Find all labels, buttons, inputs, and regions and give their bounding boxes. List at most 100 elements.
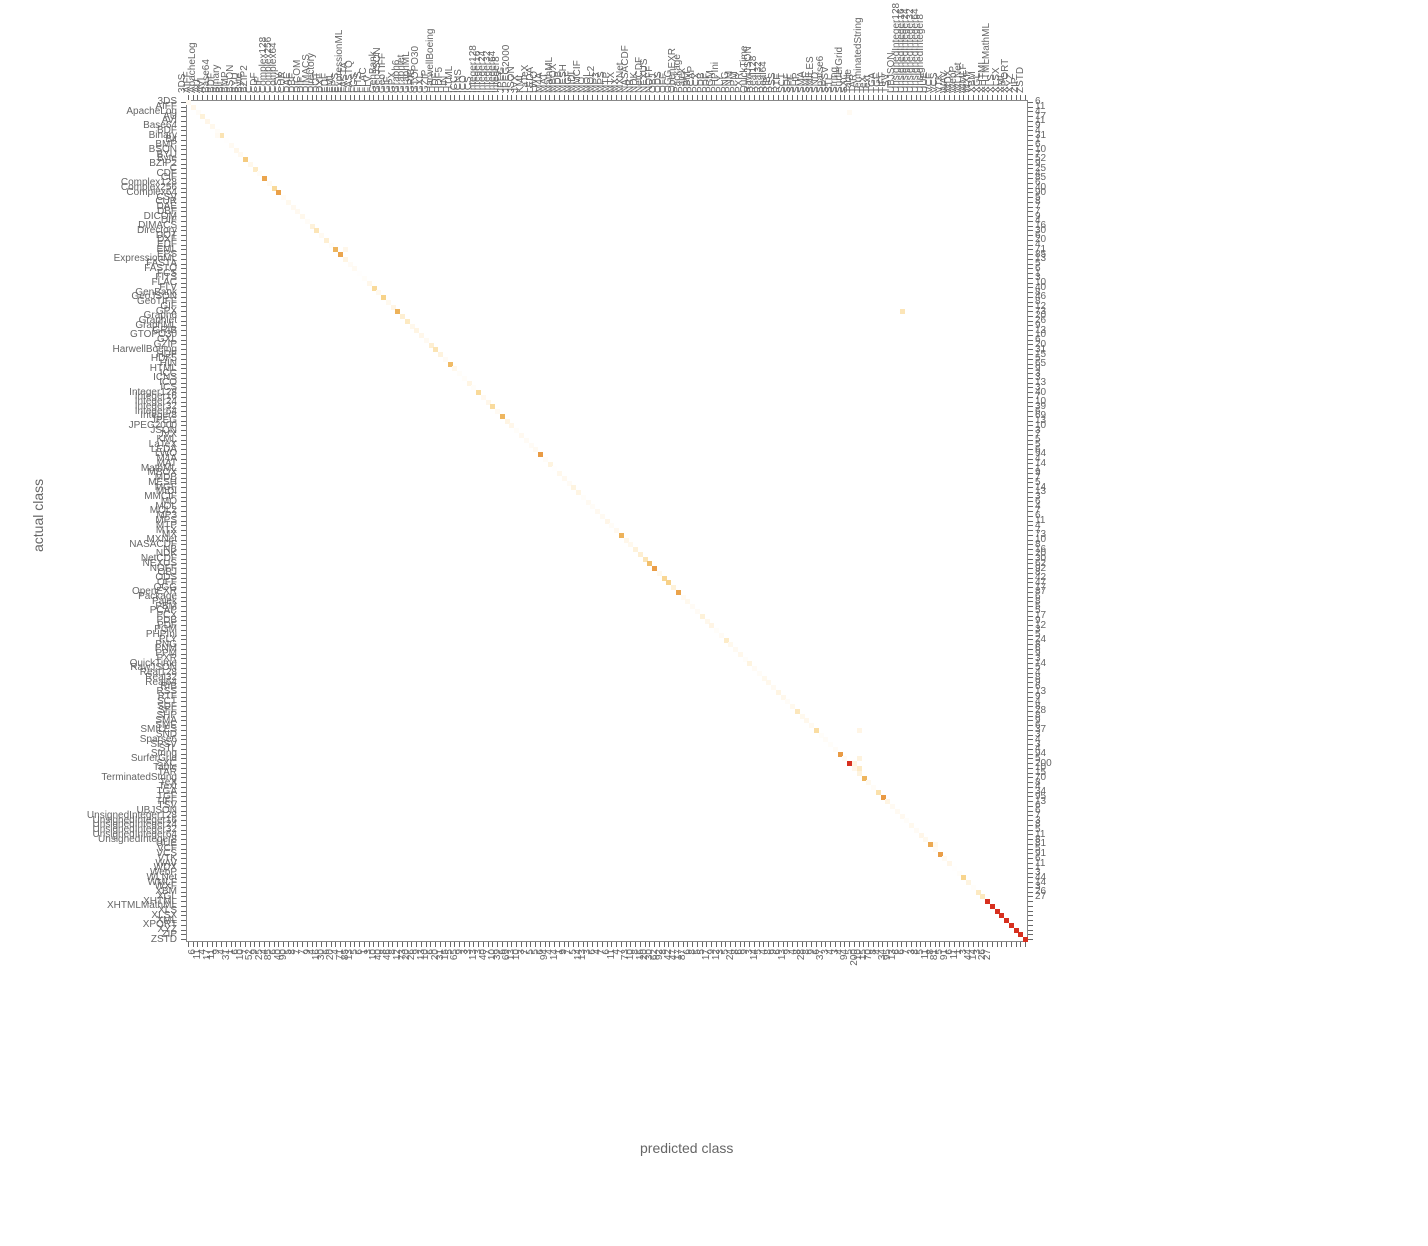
x-tick-bottom	[692, 942, 693, 947]
y-tick-right	[1028, 197, 1033, 198]
y-tick-label-right: 27	[1035, 892, 1046, 902]
x-tick-bottom	[768, 942, 769, 947]
y-tick-left	[181, 126, 186, 127]
y-tick-right	[1028, 639, 1033, 640]
y-tick-right	[1028, 663, 1033, 664]
heatmap-cell-offdiag	[857, 728, 862, 733]
x-tick-top	[721, 95, 722, 100]
x-tick-bottom	[668, 942, 669, 947]
y-tick-left	[181, 406, 186, 407]
y-tick-left	[181, 801, 186, 802]
y-tick-right	[1028, 311, 1033, 312]
x-tick-bottom	[626, 942, 627, 947]
x-tick-bottom	[868, 942, 869, 947]
x-tick-top	[678, 95, 679, 100]
x-tick-bottom	[364, 942, 365, 947]
x-tick-top	[392, 95, 393, 100]
y-tick-left	[181, 730, 186, 731]
y-tick-right	[1028, 625, 1033, 626]
y-tick-right	[1028, 459, 1033, 460]
y-tick-left	[181, 492, 186, 493]
x-tick-bottom	[911, 942, 912, 947]
y-tick-left	[181, 402, 186, 403]
y-tick-left	[181, 635, 186, 636]
x-tick-bottom	[744, 942, 745, 947]
y-tick-right	[1028, 207, 1033, 208]
x-tick-top	[521, 95, 522, 100]
y-tick-left	[181, 697, 186, 698]
y-tick-right	[1028, 758, 1033, 759]
x-tick-bottom	[464, 942, 465, 947]
x-tick-top	[411, 95, 412, 100]
x-tick-top	[245, 95, 246, 100]
x-tick-top	[607, 95, 608, 100]
x-tick-top	[854, 95, 855, 100]
y-tick-left	[181, 787, 186, 788]
y-tick-right	[1028, 796, 1033, 797]
y-tick-left	[181, 116, 186, 117]
x-tick-top	[507, 95, 508, 100]
x-tick-bottom	[511, 942, 512, 947]
x-tick-bottom	[411, 942, 412, 947]
x-tick-bottom	[978, 942, 979, 947]
x-tick-top	[930, 95, 931, 100]
y-tick-left	[181, 525, 186, 526]
x-tick-top	[616, 95, 617, 100]
y-tick-left	[181, 601, 186, 602]
y-tick-left	[181, 563, 186, 564]
x-tick-bottom	[573, 942, 574, 947]
y-tick-left	[181, 511, 186, 512]
y-tick-left	[181, 364, 186, 365]
x-tick-bottom	[901, 942, 902, 947]
y-tick-right	[1028, 368, 1033, 369]
y-tick-left	[181, 145, 186, 146]
y-tick-left	[181, 768, 186, 769]
y-tick-left	[181, 240, 186, 241]
x-tick-top	[488, 95, 489, 100]
x-tick-top	[250, 95, 251, 100]
x-tick-bottom	[821, 942, 822, 947]
y-tick-left	[181, 230, 186, 231]
y-tick-right	[1028, 782, 1033, 783]
y-tick-left	[181, 192, 186, 193]
x-tick-top	[340, 95, 341, 100]
y-tick-left	[181, 330, 186, 331]
x-tick-bottom	[369, 942, 370, 947]
y-tick-left	[181, 506, 186, 507]
y-tick-left	[181, 639, 186, 640]
x-tick-bottom	[997, 942, 998, 947]
y-tick-right	[1028, 815, 1033, 816]
x-tick-top	[331, 95, 332, 100]
x-tick-bottom	[250, 942, 251, 947]
y-tick-right	[1028, 154, 1033, 155]
x-tick-top	[316, 95, 317, 100]
x-tick-top	[378, 95, 379, 100]
y-tick-right	[1028, 573, 1033, 574]
y-tick-left	[181, 135, 186, 136]
x-tick-bottom	[326, 942, 327, 947]
x-tick-top	[763, 95, 764, 100]
x-tick-top	[649, 95, 650, 100]
x-tick-top	[920, 95, 921, 100]
x-tick-bottom	[212, 942, 213, 947]
x-tick-bottom	[787, 942, 788, 947]
x-tick-top	[516, 95, 517, 100]
x-tick-bottom	[259, 942, 260, 947]
y-tick-left	[181, 844, 186, 845]
x-tick-top	[535, 95, 536, 100]
y-tick-left	[181, 796, 186, 797]
x-tick-bottom	[616, 942, 617, 947]
x-tick-bottom	[706, 942, 707, 947]
y-tick-left	[181, 325, 186, 326]
y-tick-right	[1028, 697, 1033, 698]
x-tick-bottom	[659, 942, 660, 947]
x-tick-bottom	[716, 942, 717, 947]
x-tick-bottom	[1016, 942, 1017, 947]
x-tick-bottom	[231, 942, 232, 947]
x-tick-bottom	[254, 942, 255, 947]
x-tick-top	[602, 95, 603, 100]
y-tick-left	[181, 892, 186, 893]
x-tick-bottom	[740, 942, 741, 947]
y-tick-right	[1028, 811, 1033, 812]
y-tick-left	[181, 792, 186, 793]
